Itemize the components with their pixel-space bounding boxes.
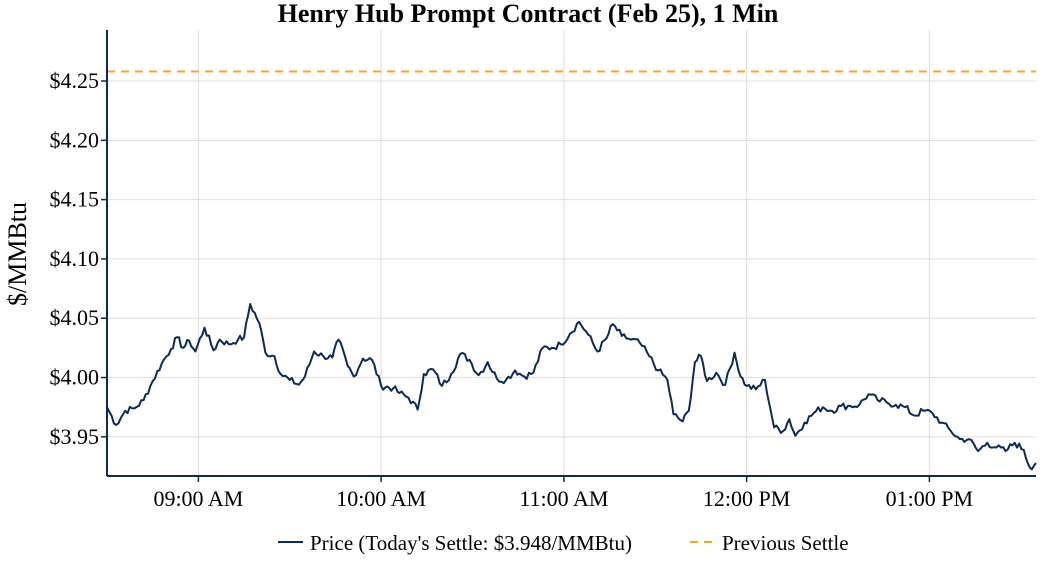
y-axis-ticks: $3.95 $4.00 $4.05 $4.10 $4.15 $4.20 $4.25 <box>50 68 107 449</box>
price-series-line <box>106 303 1037 471</box>
y-tick-label: $4.25 <box>50 68 100 93</box>
y-tick-label: $4.15 <box>50 187 100 212</box>
y-axis-label: $/MMBtu <box>3 202 32 306</box>
y-tick-label: $4.05 <box>50 305 100 330</box>
legend-price-label: Price (Today's Settle: $3.948/MMBtu) <box>310 531 632 555</box>
x-tick-label: 12:00 PM <box>703 486 790 511</box>
legend-previous-settle-label: Previous Settle <box>722 531 849 555</box>
x-tick-label: 01:00 PM <box>886 486 973 511</box>
x-tick-label: 11:00 AM <box>519 486 608 511</box>
y-tick-label: $4.00 <box>50 365 100 390</box>
legend: Price (Today's Settle: $3.948/MMBtu) Pre… <box>278 531 849 555</box>
axes <box>106 30 1036 477</box>
y-tick-label: $3.95 <box>50 424 100 449</box>
x-axis-ticks: 09:00 AM 10:00 AM 11:00 AM 12:00 PM 01:00 PM <box>153 476 973 511</box>
y-tick-label: $4.10 <box>50 246 100 271</box>
x-tick-label: 10:00 AM <box>336 486 426 511</box>
gridlines <box>107 30 1036 476</box>
y-tick-label: $4.20 <box>50 127 100 152</box>
x-tick-label: 09:00 AM <box>153 486 243 511</box>
chart-title: Henry Hub Prompt Contract (Feb 25), 1 Mi… <box>278 0 779 28</box>
